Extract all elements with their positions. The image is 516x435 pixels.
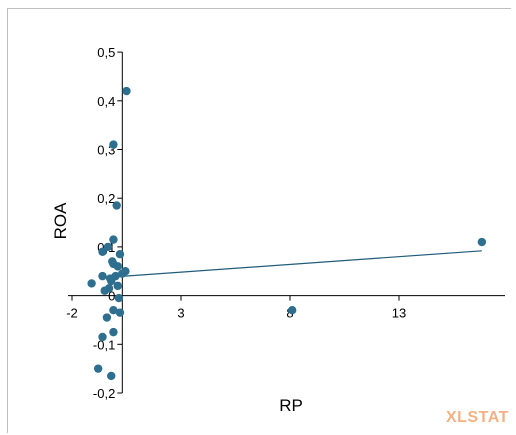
data-point	[109, 327, 118, 337]
data-point	[112, 201, 121, 210]
y-tick-label: 0,2	[97, 191, 115, 206]
xlstat-watermark: XLSTAT	[446, 409, 509, 426]
data-point	[87, 279, 96, 288]
data-point	[114, 293, 124, 303]
scatter-chart: -0,2-0,100,10,20,30,40,5-23813RPROA	[51, 45, 505, 415]
trend-line	[111, 250, 482, 278]
data-point	[98, 247, 107, 256]
data-point	[117, 269, 127, 278]
data-point	[93, 364, 103, 373]
y-tick-label: 0,5	[97, 45, 115, 60]
y-tick-label: 0	[108, 289, 115, 304]
y-tick-label: -0,2	[93, 386, 115, 401]
data-point	[115, 250, 125, 259]
data-point	[103, 242, 113, 252]
chart-frame: -0,2-0,100,10,20,30,40,5-23813RPROA	[7, 8, 511, 433]
x-tick-label: -2	[66, 306, 78, 321]
data-point	[107, 371, 116, 381]
data-point	[102, 313, 112, 322]
x-axis-title: RP	[279, 396, 303, 415]
data-point	[100, 286, 109, 295]
data-point	[105, 274, 115, 283]
x-tick-label: 3	[177, 306, 184, 321]
x-tick-label: 13	[392, 306, 406, 321]
data-point	[115, 308, 125, 317]
data-point	[98, 271, 107, 281]
data-point	[122, 86, 131, 96]
y-tick-label: 0,4	[97, 94, 115, 109]
data-point	[109, 235, 118, 244]
data-point	[109, 306, 118, 315]
data-point	[109, 259, 118, 269]
data-point	[98, 332, 107, 342]
data-point	[113, 281, 122, 291]
data-point	[109, 140, 118, 149]
data-point	[477, 237, 487, 247]
y-tick-label: -0,1	[93, 337, 115, 352]
y-axis-title: ROA	[51, 202, 70, 240]
data-point	[287, 306, 297, 315]
